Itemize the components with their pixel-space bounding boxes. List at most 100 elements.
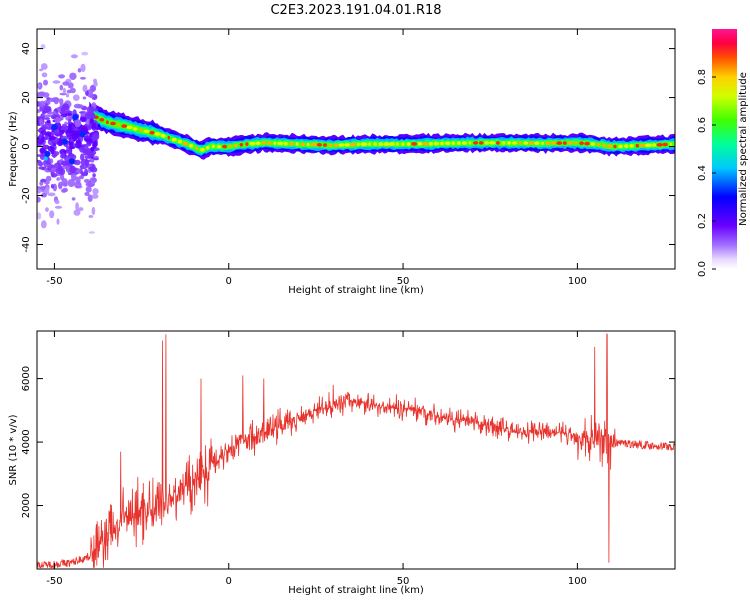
spectrogram-hotspot <box>489 141 496 145</box>
spectrogram-hotspot <box>177 139 182 144</box>
spectrogram-hotspot <box>211 144 215 149</box>
spectrogram-ylabel: Frequency (Hz) <box>8 111 19 187</box>
spectrogram-speckle <box>61 161 68 166</box>
spectrogram-speckle <box>84 192 90 196</box>
spectrogram-hotspot <box>249 141 256 146</box>
spectrogram-hotspot <box>167 135 170 140</box>
spectrogram-hotspot <box>562 141 567 145</box>
spectrogram-speckle <box>92 173 96 178</box>
spectrogram-speckle <box>80 76 86 80</box>
spectrogram-speckle <box>91 134 96 142</box>
spectrogram-speckle <box>40 192 47 198</box>
spectrogram-hotspot <box>356 142 360 147</box>
spectrogram-speckle <box>71 172 77 181</box>
spectrogram-hotspot <box>484 141 489 145</box>
spectrogram-hotspot <box>473 141 479 145</box>
spectrogram-speckle <box>59 98 64 105</box>
spectrogram-speckle <box>92 188 99 195</box>
spectrogram-speckle <box>45 207 49 213</box>
spectrogram-speckle <box>37 116 41 120</box>
spectrogram-speckle <box>49 210 55 219</box>
spectrogram-speckle <box>91 177 97 183</box>
spectrogram-hotspot <box>160 134 166 138</box>
spectrogram-speckle <box>54 117 61 124</box>
spectrogram-ytick-label: -40 <box>21 236 32 252</box>
spectrogram-hotspot <box>528 141 535 145</box>
spectrogram-speckle <box>85 150 92 156</box>
snr-ytick-label: 2000 <box>21 493 32 518</box>
spectrogram-speckle <box>43 181 51 185</box>
spectrogram-speckle <box>66 89 72 94</box>
spectrogram-hotspot <box>283 141 288 146</box>
spectrogram-hotspot <box>496 141 500 145</box>
spectrogram-hotspot <box>182 141 189 146</box>
spectrogram-speckle <box>93 78 97 84</box>
spectrogram-speckle <box>59 168 66 176</box>
spectrogram-speckle <box>42 110 48 114</box>
spectrogram-hotspot <box>429 141 433 146</box>
spectrogram-speckle <box>67 179 76 187</box>
spectrogram-speckle <box>41 130 47 136</box>
spectrogram-speckle <box>91 206 96 216</box>
spectrogram-speckle <box>59 84 64 91</box>
spectrogram-heatmap <box>37 44 675 234</box>
spectrogram-panel: -50 0 50 100 -40 -20 0 20 40 Height of straight … <box>8 28 676 296</box>
spectrogram-speckle <box>45 187 50 195</box>
spectrogram-speckle <box>68 140 74 147</box>
spectrogram-hotspot <box>401 142 405 146</box>
spectrogram-hotspot <box>478 141 484 145</box>
spectrogram-speckle <box>56 218 60 225</box>
spectrogram-hotspot <box>411 142 418 146</box>
spectrogram-speckle <box>38 186 43 190</box>
spectrogram-hotspot <box>618 144 623 149</box>
spectrogram-speckle <box>62 81 70 86</box>
spectrogram-hotspot <box>444 141 451 146</box>
spectrogram-speckle <box>37 196 41 203</box>
spectrogram-speckle <box>47 111 55 115</box>
spectrogram-hotspot <box>417 142 423 146</box>
spectrogram-speckle <box>62 103 69 110</box>
spectrogram-hotspot <box>645 143 652 148</box>
spectrogram-speckle <box>44 103 48 112</box>
snr-ylabel: SNR (10 * v/v) <box>8 414 19 485</box>
spectrogram-hotspot <box>551 141 557 145</box>
spectrogram-speckle <box>85 186 92 193</box>
spectrogram-speckle <box>69 138 74 142</box>
spectrogram-speckle <box>46 126 52 130</box>
snr-panel: -50 0 50 100 2000 4000 6000 Height of straight… <box>8 330 676 596</box>
colorbar-tick-label: 0.2 <box>697 213 708 229</box>
spectrogram-blob <box>72 114 79 121</box>
spectrogram-speckle <box>59 92 67 96</box>
spectrogram-speckle <box>80 63 86 73</box>
spectrogram-speckle <box>50 184 55 189</box>
figure-title: C2E3.2023.191.04.01.R18 <box>270 3 441 18</box>
spectrogram-hotspot <box>126 125 133 130</box>
spectrogram-speckle <box>78 207 84 212</box>
snr-plot-area <box>37 331 675 569</box>
spectrogram-speckle <box>82 96 87 100</box>
spectrogram-hotspot <box>523 141 529 145</box>
spectrogram-hotspot <box>541 141 544 146</box>
spectrogram-blob <box>79 131 86 138</box>
spectrogram-speckle <box>71 197 76 201</box>
spectrogram-speckle <box>88 215 94 218</box>
spectrogram-hotspot <box>606 144 613 148</box>
spectrogram-hotspot <box>99 118 105 122</box>
spectrogram-speckle <box>50 146 55 155</box>
spectrogram-speckle <box>77 104 84 109</box>
spectrogram-xtick-label: 0 <box>226 276 232 287</box>
spectrogram-speckle <box>58 184 62 188</box>
spectrogram-hotspot <box>149 130 155 135</box>
spectrogram-ytick-label: 20 <box>21 91 32 104</box>
spectrogram-speckle <box>70 54 78 59</box>
spectrogram-speckle <box>56 177 60 181</box>
spectrogram-xlabel: Height of straight line (km) <box>288 285 424 296</box>
spectrogram-speckle <box>37 159 42 163</box>
spectrogram-blob <box>44 150 51 157</box>
spectrogram-axes: -50 0 50 100 -40 -20 0 20 40 <box>21 29 675 287</box>
spectrogram-speckle <box>91 193 99 199</box>
spectrogram-speckle <box>37 84 41 88</box>
spectrogram-hotspot <box>323 143 327 147</box>
spectrogram-hotspot <box>295 142 299 146</box>
spectrogram-speckle <box>60 153 66 159</box>
